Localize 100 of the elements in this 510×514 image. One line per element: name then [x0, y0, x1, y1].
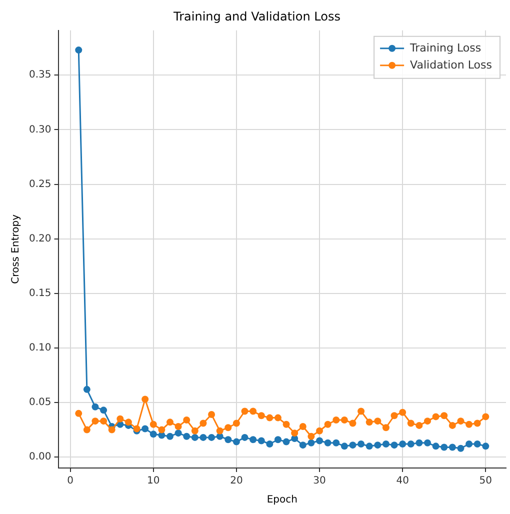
point [200, 434, 207, 441]
point [324, 420, 332, 428]
point [124, 418, 132, 426]
point [374, 442, 382, 449]
point [332, 416, 340, 424]
point [448, 422, 456, 429]
point [308, 439, 315, 446]
point [382, 440, 390, 448]
point [407, 420, 414, 427]
point [274, 414, 282, 422]
point [83, 386, 90, 393]
y-tick-label: 0.30 [29, 124, 52, 136]
point [390, 442, 398, 449]
point [299, 423, 306, 430]
point [332, 439, 340, 446]
y-axis-title: Cross Entropy [10, 214, 22, 284]
x-tick-label: 10 [147, 476, 160, 487]
point [266, 440, 274, 448]
x-tick-label: 30 [313, 476, 326, 487]
legend-label: Validation Loss [410, 58, 492, 72]
y-tick-label: 0.35 [29, 70, 52, 81]
point [92, 418, 99, 425]
x-tick-label: 20 [230, 476, 243, 487]
point [75, 46, 82, 54]
point [75, 410, 82, 417]
point [208, 411, 216, 418]
point [158, 426, 166, 434]
point [274, 436, 282, 444]
point [416, 439, 423, 446]
point [440, 412, 448, 420]
x-axis-title: Epoch [266, 494, 298, 506]
y-tick-label: 0.10 [29, 342, 52, 354]
point [108, 426, 116, 434]
point [358, 408, 365, 415]
point [250, 408, 257, 415]
point [340, 416, 348, 424]
point [258, 412, 265, 420]
point [266, 414, 274, 422]
point [166, 418, 174, 426]
point [399, 440, 406, 448]
point [191, 427, 198, 434]
point [116, 415, 124, 422]
point [224, 424, 232, 432]
point [366, 442, 373, 450]
point [399, 408, 406, 416]
point [299, 442, 306, 449]
point [316, 427, 324, 434]
point [191, 434, 198, 441]
x-tick-label: 50 [479, 476, 492, 487]
point [440, 444, 448, 451]
point [349, 442, 356, 449]
point [340, 442, 348, 450]
point [466, 420, 473, 428]
y-tick-label: 0.25 [29, 178, 52, 190]
y-tick-label: 0.15 [29, 288, 52, 299]
point [474, 420, 481, 427]
point [92, 403, 99, 410]
point [366, 418, 373, 426]
legend-label: Training Loss [409, 41, 482, 54]
point [390, 412, 398, 420]
point [200, 420, 207, 427]
point [324, 439, 332, 446]
point [291, 430, 298, 437]
point [83, 426, 90, 434]
point [374, 418, 382, 425]
point [250, 436, 257, 444]
point [241, 434, 248, 441]
point [424, 439, 431, 446]
point [208, 434, 216, 441]
point [183, 432, 190, 440]
point [424, 418, 431, 425]
point [466, 440, 473, 448]
point [100, 418, 108, 425]
point [142, 396, 149, 403]
point [432, 442, 440, 450]
point [382, 424, 390, 432]
point [258, 437, 265, 444]
point [224, 436, 232, 444]
x-tick-label: 0 [67, 476, 74, 487]
point [174, 423, 182, 430]
point [482, 442, 490, 450]
point [183, 416, 190, 424]
point [216, 427, 224, 434]
point [432, 413, 440, 420]
point [316, 437, 324, 444]
point [416, 422, 423, 429]
point [150, 420, 157, 428]
point [457, 418, 464, 425]
point [448, 444, 456, 451]
point [174, 430, 182, 437]
point [308, 432, 315, 440]
point [241, 408, 248, 415]
point [407, 440, 414, 448]
point [232, 438, 240, 446]
point [142, 425, 149, 432]
point [232, 420, 240, 427]
point [482, 413, 490, 420]
point [358, 440, 365, 448]
point [282, 438, 290, 446]
point [457, 444, 464, 452]
